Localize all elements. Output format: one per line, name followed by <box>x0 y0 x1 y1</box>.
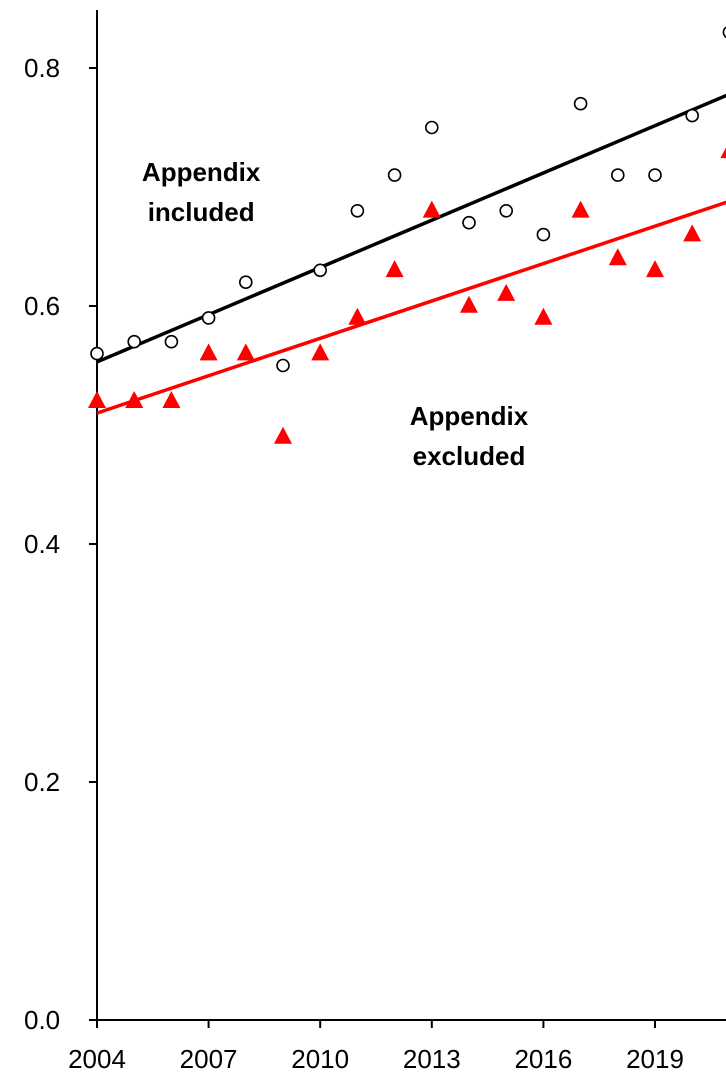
annotation-line: Appendix <box>410 401 529 431</box>
data-point-excluded <box>311 343 330 361</box>
data-point-included <box>536 227 551 242</box>
x-tick-label: 2004 <box>68 1044 126 1074</box>
data-point-excluded <box>236 343 255 361</box>
data-point-included <box>201 311 216 325</box>
data-point-included <box>462 215 476 230</box>
x-tick-label: 2019 <box>626 1044 684 1074</box>
data-point-excluded <box>460 295 478 313</box>
x-tick-label: 2013 <box>403 1044 461 1074</box>
data-point-included <box>90 346 104 361</box>
y-tick-label: 0.4 <box>24 529 60 559</box>
x-tick-label: 2007 <box>180 1044 238 1074</box>
data-point-included <box>610 168 625 182</box>
data-point-included <box>722 26 726 39</box>
data-point-excluded <box>199 343 218 361</box>
trend-line-excluded <box>96 200 726 415</box>
x-tick-label: 2016 <box>514 1044 572 1074</box>
data-point-included <box>313 263 328 278</box>
data-point-excluded <box>497 283 516 301</box>
x-tick-label: 2010 <box>291 1044 349 1074</box>
data-point-excluded <box>646 260 664 278</box>
data-point-excluded <box>720 147 726 159</box>
data-point-excluded <box>162 391 181 408</box>
annotations: Appendix included Appendix excluded <box>142 157 529 471</box>
annotation-appendix-excluded: Appendix excluded <box>410 401 529 471</box>
data-point-excluded <box>683 224 702 242</box>
data-point-excluded <box>385 260 404 278</box>
data-point-excluded <box>88 391 106 408</box>
trend-lines <box>96 93 726 415</box>
data-points <box>88 26 726 444</box>
data-point-included <box>685 108 700 123</box>
axes: 0.0 0.2 0.4 0.6 0.8 2004 2007 2010 2013 2016 2019 <box>24 10 726 1074</box>
trend-line-included <box>96 93 726 364</box>
data-point-included <box>239 275 253 290</box>
data-point-included <box>276 358 290 373</box>
data-point-excluded <box>274 426 292 444</box>
data-point-included <box>573 96 588 111</box>
data-point-excluded <box>534 307 553 325</box>
data-point-included <box>164 334 179 349</box>
annotation-line: included <box>148 197 255 227</box>
annotation-appendix-included: Appendix included <box>142 157 261 227</box>
data-point-included <box>648 168 662 182</box>
data-point-excluded <box>608 248 627 266</box>
data-point-included <box>387 168 402 182</box>
data-point-excluded <box>422 200 441 218</box>
data-point-excluded <box>125 391 144 408</box>
data-point-included <box>127 334 141 349</box>
y-tick-label: 0.0 <box>24 1005 60 1035</box>
y-tick-label: 0.2 <box>24 767 60 797</box>
data-point-excluded <box>348 307 367 325</box>
data-point-included <box>424 120 439 135</box>
annotation-line: Appendix <box>142 157 261 187</box>
y-tick-label: 0.8 <box>24 53 60 83</box>
data-point-excluded <box>571 200 590 218</box>
data-point-included <box>499 204 514 218</box>
data-point-included <box>350 204 365 218</box>
y-tick-label: 0.6 <box>24 291 60 321</box>
annotation-line: excluded <box>413 441 526 471</box>
